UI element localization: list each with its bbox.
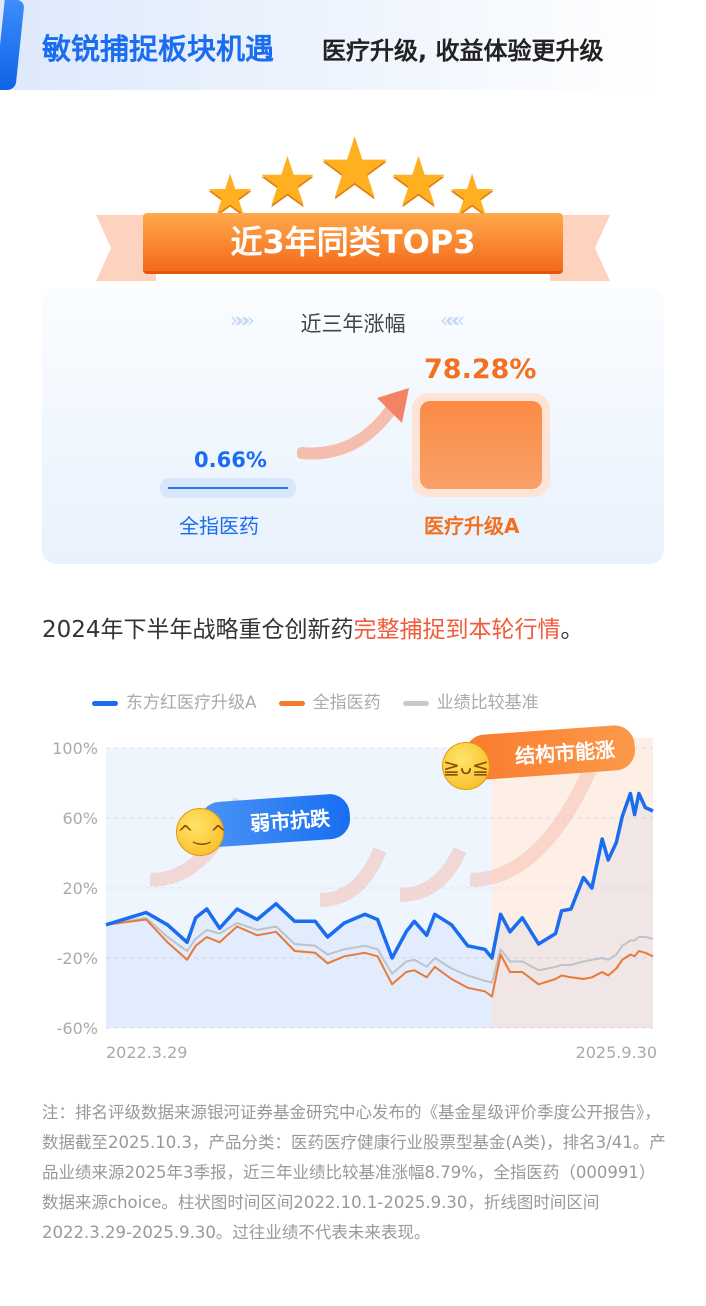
- five-stars: ★ ★ ★ ★ ★: [205, 119, 505, 228]
- legend-label: 全指医药: [312, 693, 381, 713]
- structural-market-region: [492, 738, 653, 1028]
- callout-text: 弱市抗跌: [249, 806, 331, 836]
- legend-item-fund: 东方红医疗升级A: [92, 688, 257, 713]
- legend-label: 业绩比较基准: [436, 693, 539, 713]
- header-title: 敏锐捕捉板块机遇: [42, 32, 275, 66]
- chevrons-left-icon: «««: [440, 308, 465, 332]
- legend-item-benchmark: 业绩比较基准: [402, 688, 539, 713]
- party-emoji-icon: ≧ᴗ≦: [442, 742, 490, 790]
- comparison-title: 近三年涨幅: [300, 312, 406, 336]
- comparison-card: »»» 近三年涨幅 ««« 0.66% 全指医药 78.28% 医疗升级A: [42, 288, 664, 564]
- series-line-0: [105, 791, 654, 960]
- callout-text: 结构市能涨: [514, 737, 616, 769]
- y-tick-label: 20%: [62, 879, 98, 898]
- header-banner: 敏锐捕捉板块机遇 医疗升级, 收益体验更升级: [0, 0, 660, 90]
- index-bar: [160, 478, 296, 498]
- fund-value: 78.28%: [424, 354, 537, 385]
- y-tick-label: -60%: [57, 1019, 98, 1038]
- star-icon: ★: [388, 143, 449, 222]
- headline-text: 2024年下半年战略重仓创新药: [42, 617, 354, 643]
- fund-area: [106, 793, 653, 1028]
- fund-label: 医疗升级A: [424, 514, 520, 538]
- top3-badge: 近3年同类TOP3: [143, 213, 563, 271]
- y-tick-label: -20%: [57, 949, 98, 968]
- growth-arrow-icon: [297, 388, 409, 460]
- legend-item-index: 全指医药: [278, 688, 381, 713]
- header-subtitle: 医疗升级, 收益体验更升级: [322, 37, 604, 65]
- star-icon: ★: [317, 119, 393, 217]
- fund-bar: [412, 393, 550, 497]
- x-tick-label: 2025.9.30: [576, 1043, 657, 1062]
- trend-arrow-icon: [319, 847, 387, 907]
- smile-emoji-icon: ^‿^: [176, 808, 227, 856]
- y-tick-label: 60%: [62, 809, 98, 828]
- header-accent-bar: [0, 0, 25, 90]
- index-label: 全指医药: [179, 514, 259, 538]
- disclaimer-note: 注：排名评级数据来源银河证券基金研究中心发布的《基金星级评价季度公开报告》，数据…: [42, 1103, 666, 1242]
- star-icon: ★: [257, 143, 318, 222]
- series-line-2: [105, 916, 654, 984]
- chart-legend: 东方红医疗升级A 全指医药 业绩比较基准: [92, 688, 539, 713]
- legend-label: 东方红医疗升级A: [126, 693, 257, 713]
- y-tick-label: 100%: [52, 739, 98, 758]
- series-line-1: [105, 918, 654, 998]
- trend-arrow-icon: [469, 767, 597, 887]
- x-tick-label: 2022.3.29: [106, 1043, 187, 1062]
- line-chart: 100% 60% 20% -20% -60% 2022.3.29 2025.9.30: [52, 738, 657, 1062]
- trend-arrow-icon: [399, 847, 467, 902]
- headline: 2024年下半年战略重仓创新药完整捕捉到本轮行情。: [42, 610, 584, 644]
- index-value: 0.66%: [194, 448, 267, 472]
- headline-highlight: 完整捕捉到本轮行情: [353, 617, 561, 643]
- headline-end: 。: [560, 617, 584, 643]
